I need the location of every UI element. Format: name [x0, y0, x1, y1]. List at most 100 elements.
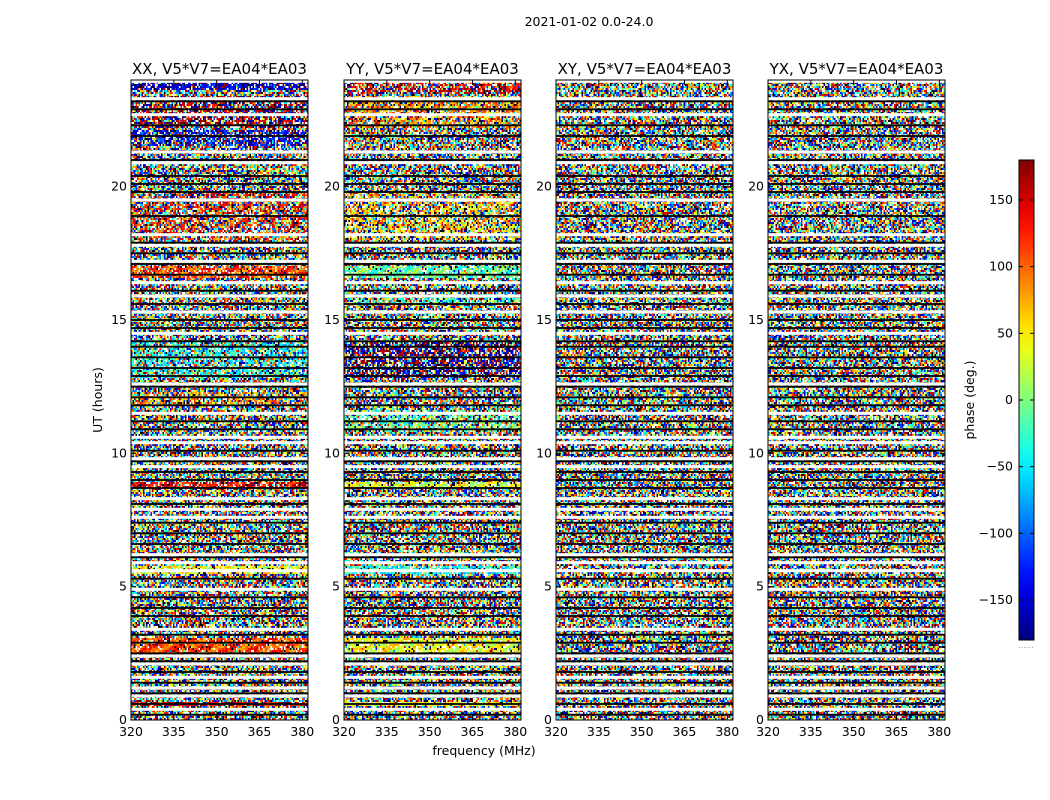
- flag-gap: [131, 465, 308, 469]
- y-tick-label: 5: [119, 579, 127, 594]
- flag-line: [131, 175, 308, 177]
- flag-line: [131, 577, 308, 580]
- flag-line: [344, 356, 521, 359]
- panel-frame: [767, 79, 946, 721]
- flag-line: [131, 641, 308, 644]
- flag-line: [768, 215, 945, 217]
- flag-line: [768, 428, 945, 431]
- flag-line: [556, 596, 733, 599]
- flag-gap: [131, 441, 308, 445]
- panel-frame: [343, 79, 522, 721]
- flag-line: [556, 175, 733, 177]
- flag-gap: [344, 561, 521, 565]
- flag-line: [344, 577, 521, 580]
- flag-line: [556, 340, 733, 343]
- flag-gap: [344, 675, 521, 679]
- flag-gap: [556, 79, 733, 83]
- flag-line: [344, 404, 521, 407]
- panel-xx: XX, V5*V7=EA04*EA03 320 335 350 365 380 0 5 10 15…: [111, 60, 314, 739]
- flag-line: [131, 303, 308, 305]
- flag-gap: [344, 435, 521, 439]
- flag-line: [556, 532, 733, 535]
- flag-line: [556, 471, 733, 473]
- flag-gap: [768, 294, 945, 298]
- flag-gap: [556, 411, 733, 415]
- flag-line: [131, 703, 308, 705]
- flag-line: [344, 521, 521, 524]
- flag-line: [768, 703, 945, 705]
- flag-line: [344, 241, 521, 244]
- panel-title: XY, V5*V7=EA04*EA03: [558, 60, 732, 78]
- flag-gap: [344, 694, 521, 698]
- flag-gap: [131, 569, 308, 573]
- flag-line: [556, 428, 733, 431]
- flag-gap: [131, 497, 308, 501]
- flag-line: [768, 521, 945, 524]
- y-tick-label: 20: [324, 179, 340, 194]
- flag-line: [556, 108, 733, 111]
- flag-line: [556, 487, 733, 489]
- flag-gap: [556, 382, 733, 386]
- x-tick-label: 335: [587, 724, 611, 739]
- flag-gap: [131, 310, 308, 314]
- flag-line: [556, 692, 733, 695]
- flag-line: [344, 460, 521, 463]
- flag-line: [344, 641, 521, 644]
- x-tick-label: 380: [927, 724, 951, 739]
- flag-line: [768, 660, 945, 663]
- flag-line: [768, 681, 945, 684]
- flag-line: [131, 660, 308, 663]
- y-tick-label: 10: [536, 445, 552, 460]
- flag-line: [131, 108, 308, 111]
- flag-line: [344, 100, 521, 103]
- flag-line: [556, 385, 733, 388]
- flag-line: [344, 703, 521, 705]
- flag-gap: [768, 281, 945, 285]
- flag-gap: [131, 507, 308, 511]
- flag-line: [344, 183, 521, 185]
- flag-gap: [344, 465, 521, 469]
- flag-line: [768, 503, 945, 505]
- flag-gap: [556, 281, 733, 285]
- x-tick-label: 365: [885, 724, 909, 739]
- flag-gap: [556, 259, 733, 263]
- flag-gap: [131, 694, 308, 698]
- flag-line: [344, 289, 521, 292]
- flag-line: [344, 135, 521, 137]
- flag-gap: [131, 587, 308, 591]
- flag-gap: [768, 587, 945, 591]
- flag-line: [131, 100, 308, 103]
- flag-gap: [131, 435, 308, 439]
- flag-line: [768, 460, 945, 463]
- y-axis-label: UT (hours): [90, 367, 105, 433]
- flag-line: [556, 615, 733, 617]
- flag-gap: [768, 507, 945, 511]
- flag-gap: [131, 457, 308, 461]
- flag-gap: [131, 243, 308, 247]
- flag-line: [768, 713, 945, 716]
- flag-gap: [344, 294, 521, 298]
- flag-line: [131, 671, 308, 673]
- flag-gap: [344, 507, 521, 511]
- flag-line: [768, 135, 945, 137]
- flag-line: [556, 607, 733, 609]
- flag-line: [768, 340, 945, 343]
- x-tick-label: 350: [418, 724, 442, 739]
- flag-line: [768, 375, 945, 377]
- flag-line: [131, 273, 308, 276]
- heatmap-cells: [344, 80, 521, 720]
- flag-gap: [344, 515, 521, 519]
- flag-line: [131, 449, 308, 452]
- flag-line: [556, 356, 733, 359]
- flag-gap: [768, 150, 945, 154]
- flag-gap: [768, 654, 945, 658]
- flag-line: [768, 607, 945, 609]
- flag-line: [556, 556, 733, 559]
- flag-line: [131, 460, 308, 463]
- flag-gap: [131, 382, 308, 386]
- y-tick-label: 20: [111, 179, 127, 194]
- flag-line: [768, 641, 945, 644]
- flag-line: [131, 633, 308, 636]
- x-tick-label: 365: [248, 724, 272, 739]
- flag-line: [131, 345, 308, 348]
